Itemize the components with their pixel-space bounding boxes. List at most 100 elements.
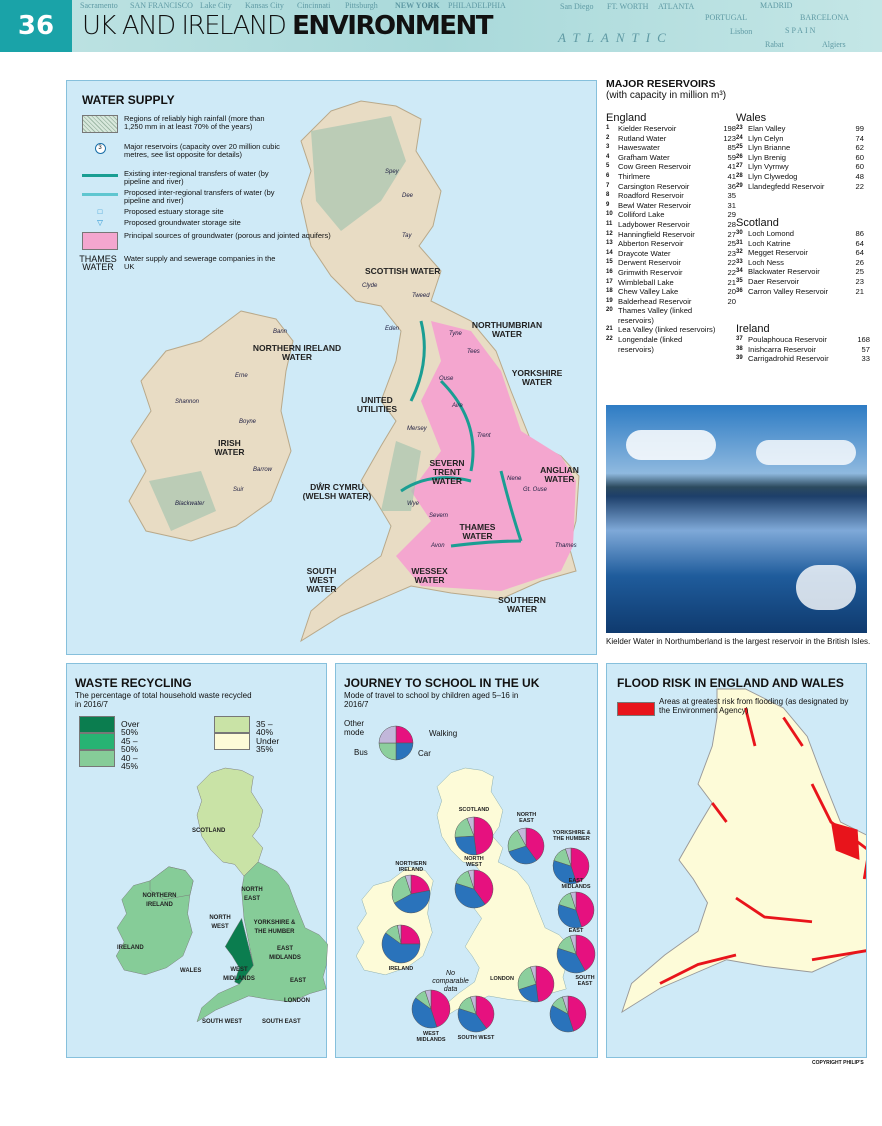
pie-slice-walking (570, 847, 590, 884)
reservoir-row: 16 Grimwith Reservoir 22 (606, 267, 736, 277)
pie-slice-walking (400, 924, 421, 945)
reservoir-group-ireland: Ireland 37 Poulaphouca Reservoir 168 38 Inish… (736, 319, 870, 364)
reservoir-row: 39 Carrigadrohid Reservoir 33 (736, 354, 870, 364)
bg-map-label: NEW YORK (395, 1, 440, 10)
river-label: Barrow (253, 467, 273, 473)
company-label: THAMES WATER (459, 522, 496, 541)
color-swatch (214, 716, 250, 733)
color-swatch (79, 716, 115, 733)
region-label: SOUTH EAST (262, 1019, 301, 1025)
bg-map-label: BARCELONA (800, 13, 849, 22)
no-data-label: No comparable data (432, 970, 469, 993)
reservoir-row: 33 Loch Ness 26 (736, 257, 864, 267)
page-number: 36 (0, 0, 72, 52)
reservoir-row: 8 Roadford Reservoir 35 (606, 191, 736, 201)
legend-pie (378, 725, 414, 761)
journey-title: JOURNEY TO SCHOOL IN THE UK (344, 676, 540, 690)
company-label: SOUTH WEST WATER (306, 566, 337, 594)
pie-label: EAST MIDLANDS (561, 878, 591, 890)
legend-item: Regions of reliably high rainfall (more … (82, 115, 284, 133)
pie-slice-other (397, 924, 402, 945)
color-swatch (79, 750, 115, 767)
england-wales-landmass (621, 688, 866, 1014)
flood-title: FLOOD RISK IN ENGLAND AND WALES (617, 676, 844, 690)
reservoir-row: 35 Daer Reservoir 23 (736, 276, 864, 286)
reservoirs-title: MAJOR RESERVOIRS (606, 78, 716, 90)
reservoir-group-wales: Wales 23 Elan Valley 99 24 Llyn Celyn 74 25 Llyn… (736, 108, 864, 191)
reservoir-group-heading: England (606, 112, 647, 124)
bg-map-label: Kansas City (245, 1, 284, 10)
river-label: Shannon (175, 399, 200, 405)
reservoir-row: 31 Loch Katrine 64 (736, 238, 864, 248)
pie-slice-car (549, 1004, 574, 1033)
river-label: Eden (385, 326, 400, 332)
pie-label: NORTH EAST (516, 812, 537, 824)
region-northern-ireland (149, 866, 194, 900)
kielder-water-photo (606, 405, 867, 633)
waste-legend-item: 35 – 40% (214, 716, 273, 736)
waste-recycling-panel: WASTE RECYCLING The percentage of total … (66, 663, 328, 1058)
region-pie (549, 995, 587, 1033)
region-pie (454, 869, 494, 909)
bg-map-label: ATLANTA (658, 2, 695, 11)
waste-title: WASTE RECYCLING (75, 676, 192, 690)
pie-slice-other (569, 934, 577, 955)
legend-item: Proposed inter-regional transfers of wat… (82, 189, 284, 205)
region-pie (557, 891, 595, 929)
reservoir-row: 37 Poulaphouca Reservoir 168 (736, 335, 870, 344)
company-label: SOUTHERN WATER (498, 595, 546, 614)
region-label: EAST (290, 978, 307, 984)
arrow-existing-icon (82, 174, 118, 177)
region-label: SOUTH WEST (202, 1019, 242, 1025)
river-label: Avon (431, 543, 445, 549)
pie-slice-bus (378, 742, 397, 761)
pie-label: YORKSHIRE & THE HUMBER (552, 830, 591, 842)
reservoir-list: MAJOR RESERVOIRS (with capacity in milli… (606, 78, 876, 363)
river-label: Wye (407, 501, 419, 507)
reservoir-row: 5 Cow Green Reservoir 41 (606, 162, 736, 172)
reservoir-row: 14 Draycote Water 23 (606, 248, 736, 258)
pie-slice-car (411, 997, 438, 1029)
reservoir-row: 13 Abberton Reservoir 25 (606, 239, 736, 249)
reservoir-group-england: England 1 Kielder Reservoir 198 2 Rutland Wat… (606, 108, 736, 354)
pie-label: WEST MIDLANDS (416, 1031, 446, 1043)
arrow-proposed-icon (82, 193, 118, 196)
high-rainfall-area (149, 116, 421, 531)
reservoir-row: 7 Carsington Reservoir 36 (606, 181, 736, 191)
bg-map-label: SPAIN (785, 26, 818, 35)
legend-item: THAMES WATER Water supply and sewerage co… (79, 254, 276, 272)
company-label: ANGLIAN WATER (540, 465, 579, 484)
reservoir-row: 10 Colliford Lake 29 (606, 210, 736, 220)
region-label: NORTH WEST (209, 915, 231, 930)
reservoir-row: 20 Thames Valley (linked reservoirs) (606, 306, 693, 325)
river-label: Suir (233, 487, 244, 493)
flood-legend-swatch (617, 702, 655, 716)
reservoir-row: 23 Elan Valley 99 (736, 124, 864, 133)
color-swatch (214, 733, 250, 750)
water-supply-panel: WATER SUPPLY Regions of reliably high ra… (66, 80, 597, 655)
company-label: NORTHUMBRIAN WATER (471, 320, 543, 339)
company-label: NORTHERN IRELAND WATER (252, 343, 342, 362)
bg-map-label: Lisbon (730, 27, 753, 36)
region-label: WEST MIDLANDS (223, 967, 255, 982)
reservoir-row: 25 Llyn Brianne 62 (736, 143, 864, 153)
river-label: Tees (467, 349, 480, 355)
pie-slice-walking (475, 995, 495, 1029)
reservoir-row: 28 Llyn Clywedog 48 (736, 171, 864, 181)
journey-map (355, 725, 596, 1033)
pie-slice-other (404, 874, 412, 895)
bg-map-label: Lake City (200, 1, 232, 10)
river-label: Clyde (362, 283, 378, 289)
journey-subtitle: Mode of travel to school by children age… (344, 691, 519, 709)
river-label: Nene (507, 476, 522, 482)
bg-map-label: MADRID (760, 1, 793, 10)
region-pie (457, 995, 495, 1033)
hatched-rainfall-icon (82, 115, 118, 133)
reservoir-row: 12 Hanningfield Reservoir 27 (606, 229, 736, 239)
river-label: Trent (477, 433, 491, 439)
region-pie (517, 965, 555, 1003)
reservoir-row: 24 Llyn Celyn 74 (736, 133, 864, 143)
pie-label: LONDON (490, 976, 514, 982)
region-pie (507, 827, 545, 865)
legend-item: Existing inter-regional transfers of wat… (82, 170, 284, 186)
